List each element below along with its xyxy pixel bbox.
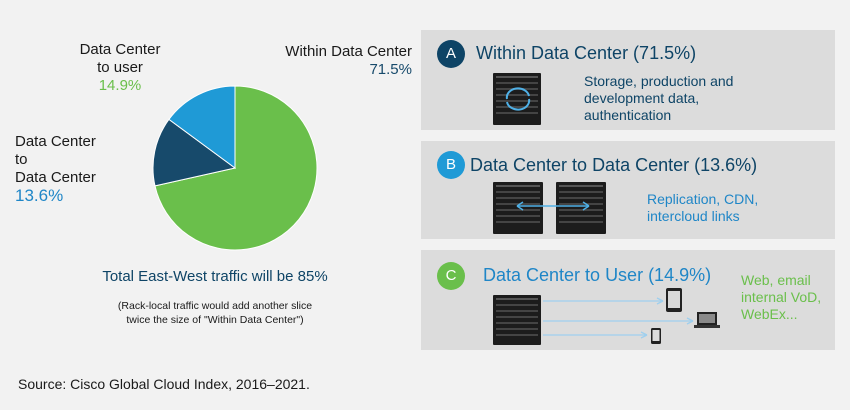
panel-a-desc-line2: development data, bbox=[584, 90, 700, 106]
dc-to-dc-line2: to bbox=[15, 151, 28, 168]
server-left-icon bbox=[493, 182, 543, 234]
tablet-icon bbox=[666, 288, 682, 312]
dc-to-dc-line3: Data Center bbox=[15, 169, 96, 186]
panel-a-description: Storage, production and development data… bbox=[584, 73, 733, 124]
pie-slice-data-center-to-data-center bbox=[152, 118, 237, 187]
panel-c-desc-line2: internal VoD, bbox=[741, 289, 822, 305]
distribution-arrows-icon bbox=[543, 297, 694, 339]
dc-to-user-line2: to user bbox=[97, 59, 143, 76]
laptop-icon bbox=[694, 312, 720, 328]
source-text: Source: Cisco Global Cloud Index, 2016–2… bbox=[18, 376, 310, 392]
rack-local-note: (Rack-local traffic would add another sl… bbox=[90, 299, 340, 327]
panel-c-desc-line1: Web, email bbox=[741, 272, 811, 288]
dc-to-dc-percent: 13.6% bbox=[15, 186, 64, 205]
server-icon bbox=[493, 73, 541, 125]
pie-chart bbox=[152, 85, 318, 251]
pie-slice-within-data-center bbox=[154, 85, 318, 251]
badge-c: C bbox=[437, 262, 465, 290]
dc-to-user-percent: 14.9% bbox=[98, 77, 142, 94]
panel-b-description: Replication, CDN, intercloud links bbox=[647, 191, 758, 225]
within-dc-percent: 71.5% bbox=[369, 61, 412, 78]
panel-dc-to-dc: B Data Center to Data Center (13.6%) Rep… bbox=[421, 141, 835, 239]
dc-to-dc-label: Data Center to Data Center 13.6% bbox=[15, 133, 105, 205]
panel-c-desc-line3: WebEx... bbox=[741, 306, 798, 322]
note-line2: twice the size of "Within Data Center") bbox=[126, 314, 304, 326]
within-dc-name: Within Data Center bbox=[285, 43, 412, 60]
badge-a: A bbox=[437, 40, 465, 68]
server-right-icon bbox=[556, 182, 606, 234]
badge-b: B bbox=[437, 151, 465, 179]
pie-slice-data-center-to-user bbox=[168, 85, 236, 169]
total-traffic-text: Total East-West traffic will be 85% bbox=[102, 268, 328, 285]
panel-a-title: Within Data Center (71.5%) bbox=[476, 43, 697, 63]
panel-b-desc-line2: intercloud links bbox=[647, 208, 740, 224]
bidirectional-arrow-icon bbox=[516, 201, 590, 211]
panel-b-desc-line1: Replication, CDN, bbox=[647, 191, 759, 207]
panel-b-title: Data Center to Data Center (13.6%) bbox=[470, 155, 758, 175]
cycle-arrows-icon bbox=[505, 87, 531, 111]
panel-a-desc-line1: Storage, production and bbox=[584, 73, 734, 89]
panel-c-title: Data Center to User (14.9%) bbox=[483, 265, 712, 285]
within-dc-label: Within Data Center 71.5% bbox=[278, 43, 412, 79]
dc-to-user-label: Data Center to user 14.9% bbox=[79, 41, 161, 95]
dc-to-user-line1: Data Center bbox=[79, 41, 161, 58]
phone-icon bbox=[651, 328, 661, 344]
panel-a-desc-line3: authentication bbox=[584, 107, 672, 123]
server-icon-c bbox=[493, 295, 541, 345]
panel-dc-to-user: C Data Center to User (14.9%) Web, email… bbox=[421, 250, 835, 350]
dc-to-dc-line1: Data Center bbox=[15, 133, 96, 150]
panel-c-description: Web, email internal VoD, WebEx... bbox=[741, 272, 821, 323]
note-line1: (Rack-local traffic would add another sl… bbox=[117, 300, 313, 312]
panel-within-dc: A Within Data Center (71.5%) Storage, pr… bbox=[421, 30, 835, 130]
